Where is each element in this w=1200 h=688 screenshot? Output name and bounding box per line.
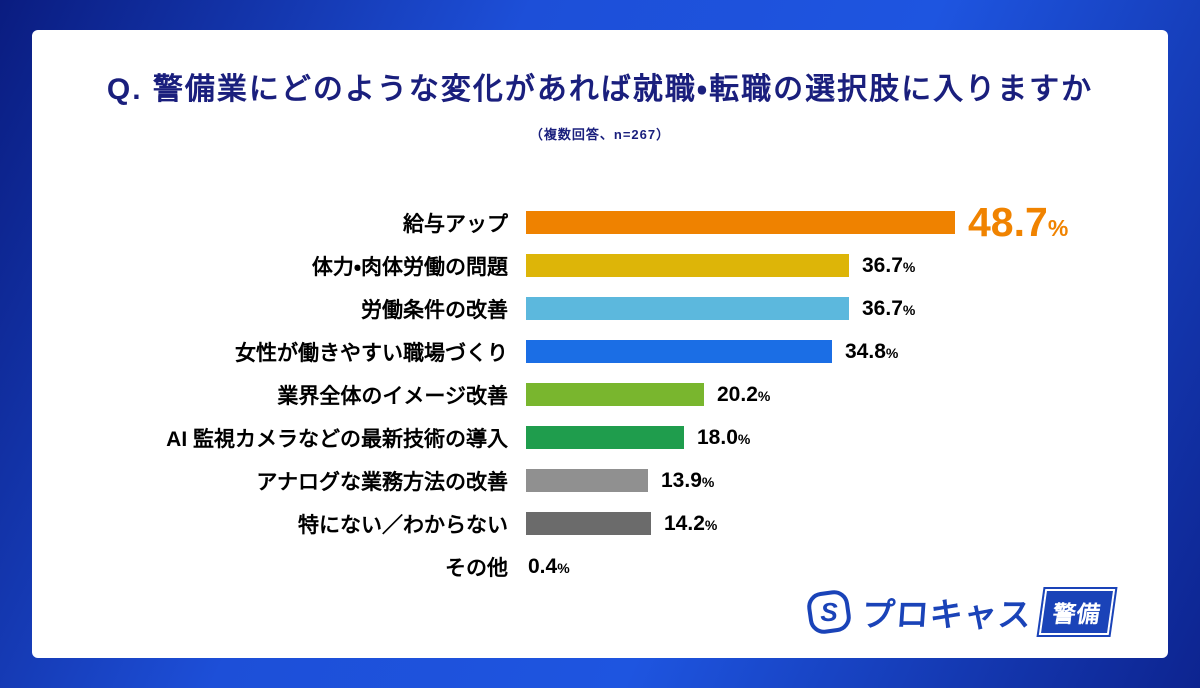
category-label: その他	[445, 556, 508, 580]
value-label: 48.7%	[968, 202, 1068, 243]
category-label: AI 監視カメラなどの最新技術の導入	[166, 427, 508, 451]
chart-row: 体力・肉体労働の問題 36.7%	[72, 244, 1128, 287]
value-label: 18.0%	[697, 427, 750, 448]
chart-row: AI 監視カメラなどの最新技術の導入 18.0%	[72, 416, 1128, 459]
category-label: 業界全体のイメージ改善	[277, 384, 508, 408]
value-label: 0.4%	[528, 556, 570, 577]
bar	[526, 297, 849, 320]
percent-sign: %	[757, 388, 771, 404]
percent-sign: %	[701, 474, 715, 490]
chart-row: 女性が働きやすい職場づくり 34.8%	[72, 330, 1128, 373]
chart-row: 給与アップ 48.7%	[72, 201, 1128, 244]
category-label: アナログな業務方法の改善	[256, 470, 508, 494]
value-number: 18.0	[697, 426, 738, 449]
chart-row: 業界全体のイメージ改善 20.2%	[72, 373, 1128, 416]
value-label: 36.7%	[862, 298, 915, 319]
chart-title: Q. 警備業にどのような変化があれば就職・転職の選択肢に入りますか	[106, 73, 1094, 106]
category-label: 特にない／わからない	[298, 513, 508, 537]
value-number: 48.7	[968, 199, 1048, 245]
value-label: 14.2%	[664, 513, 717, 534]
category-label: 給与アップ	[403, 212, 508, 236]
chart-row: アナログな業務方法の改善 13.9%	[72, 459, 1128, 502]
chart-row: 労働条件の改善 36.7%	[72, 287, 1128, 330]
value-label: 36.7%	[862, 255, 915, 276]
brand-badge: 警備	[1036, 587, 1118, 637]
bar	[526, 426, 684, 449]
value-number: 20.2	[717, 383, 758, 406]
bar	[526, 512, 651, 535]
value-number: 0.4	[528, 555, 558, 578]
percent-sign: %	[902, 302, 916, 318]
bar-chart: 給与アップ 48.7% 体力・肉体労働の問題 36.7% 労働条件の改善 36.7% 女性が…	[72, 201, 1128, 588]
procas-logo-icon: S	[806, 589, 852, 635]
value-number: 36.7	[862, 254, 903, 277]
chart-card: Q. 警備業にどのような変化があれば就職・転職の選択肢に入りますか （複数回答、…	[32, 30, 1168, 658]
bar	[526, 383, 704, 406]
value-number: 34.8	[845, 340, 886, 363]
value-number: 36.7	[862, 297, 903, 320]
bar	[526, 254, 849, 277]
percent-sign: %	[902, 259, 916, 275]
value-label: 13.9%	[661, 470, 714, 491]
category-label: 体力・肉体労働の問題	[311, 255, 508, 279]
bar	[526, 469, 648, 492]
category-label: 労働条件の改善	[361, 298, 508, 322]
value-label: 34.8%	[845, 341, 898, 362]
brand-logo: S プロキャス 警備	[806, 587, 1118, 637]
chart-subtitle: （複数回答、n=267）	[529, 127, 671, 142]
value-label: 20.2%	[717, 384, 770, 405]
percent-sign: %	[737, 431, 751, 447]
logo-letter: S	[820, 597, 838, 627]
bar	[526, 211, 955, 234]
bar	[526, 340, 832, 363]
percent-sign: %	[885, 345, 899, 361]
percent-sign: %	[557, 560, 570, 576]
category-label: 女性が働きやすい職場づくり	[235, 341, 508, 365]
chart-row: その他 0.4%	[72, 545, 1128, 588]
percent-sign: %	[704, 517, 718, 533]
value-number: 13.9	[661, 469, 702, 492]
percent-sign: %	[1047, 215, 1069, 241]
chart-row: 特にない／わからない 14.2%	[72, 502, 1128, 545]
value-number: 14.2	[664, 512, 705, 535]
brand-name: プロキャス	[860, 596, 1034, 633]
